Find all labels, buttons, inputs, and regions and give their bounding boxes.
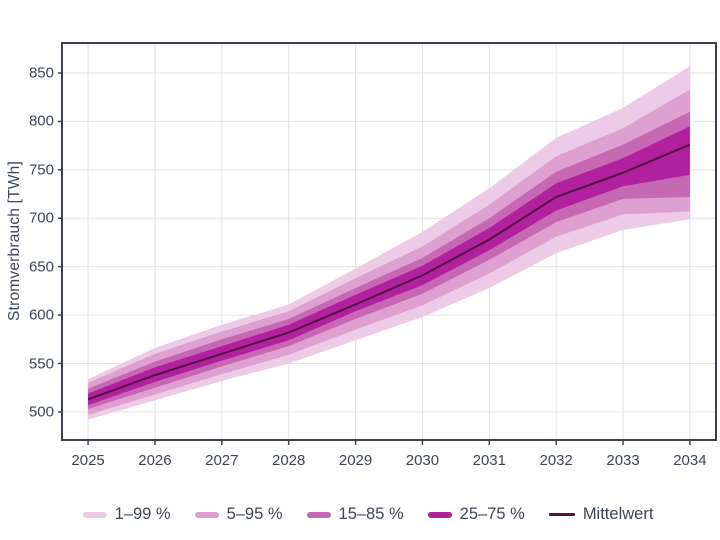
y-tick-label: 750 <box>28 161 54 179</box>
legend-swatch-5-95-icon <box>194 511 219 518</box>
y-tick-label: 700 <box>28 209 54 227</box>
legend: 1–99 % 5–95 % 15–85 % 25–75 % Mittelwert <box>0 505 720 524</box>
band-15-85- <box>88 111 690 410</box>
legend-item-15-85: 15–85 % <box>306 505 404 524</box>
x-tick-label: 2027 <box>205 452 239 469</box>
x-tick-label: 2031 <box>472 452 506 469</box>
legend-label-5-95: 5–95 % <box>226 505 283 523</box>
legend-swatch-mittelwert-icon <box>548 513 575 516</box>
legend-swatch-15-85-icon <box>306 511 331 518</box>
x-tick-label: 2029 <box>338 452 373 469</box>
legend-item-5-95: 5–95 % <box>194 505 283 524</box>
x-tick-label: 2025 <box>71 452 105 469</box>
legend-item-mittelwert: Mittelwert <box>548 505 654 524</box>
band-5-95- <box>88 89 690 415</box>
y-axis-title: Stromverbrauch [TWh] <box>6 161 23 321</box>
plot-border <box>61 42 717 441</box>
x-tick-label: 2030 <box>405 452 440 469</box>
legend-label-1-99: 1–99 % <box>114 505 171 523</box>
mean-line <box>87 143 691 401</box>
x-tick-label: 2033 <box>606 452 640 469</box>
legend-swatch-25-75-icon <box>427 511 452 518</box>
legend-item-25-75: 25–75 % <box>427 505 525 524</box>
legend-label-mittelwert: Mittelwert <box>582 505 654 523</box>
x-tick-label: 2032 <box>539 452 573 469</box>
legend-label-25-75: 25–75 % <box>459 505 525 523</box>
y-tick-label: 600 <box>28 306 54 324</box>
x-tick-label: 2026 <box>138 452 172 469</box>
y-tick-label: 550 <box>28 355 54 372</box>
band-25-75- <box>88 126 690 406</box>
y-tick-label: 850 <box>28 64 54 82</box>
x-tick-label: 2034 <box>673 452 707 469</box>
y-tick-label: 800 <box>28 112 54 130</box>
legend-label-15-85: 15–85 % <box>338 505 404 523</box>
x-tick-label: 2028 <box>272 452 306 469</box>
legend-swatch-1-99-icon <box>82 511 107 518</box>
y-tick-label: 650 <box>28 258 54 276</box>
legend-item-1-99: 1–99 % <box>82 505 171 524</box>
y-tick-label: 500 <box>28 403 54 421</box>
